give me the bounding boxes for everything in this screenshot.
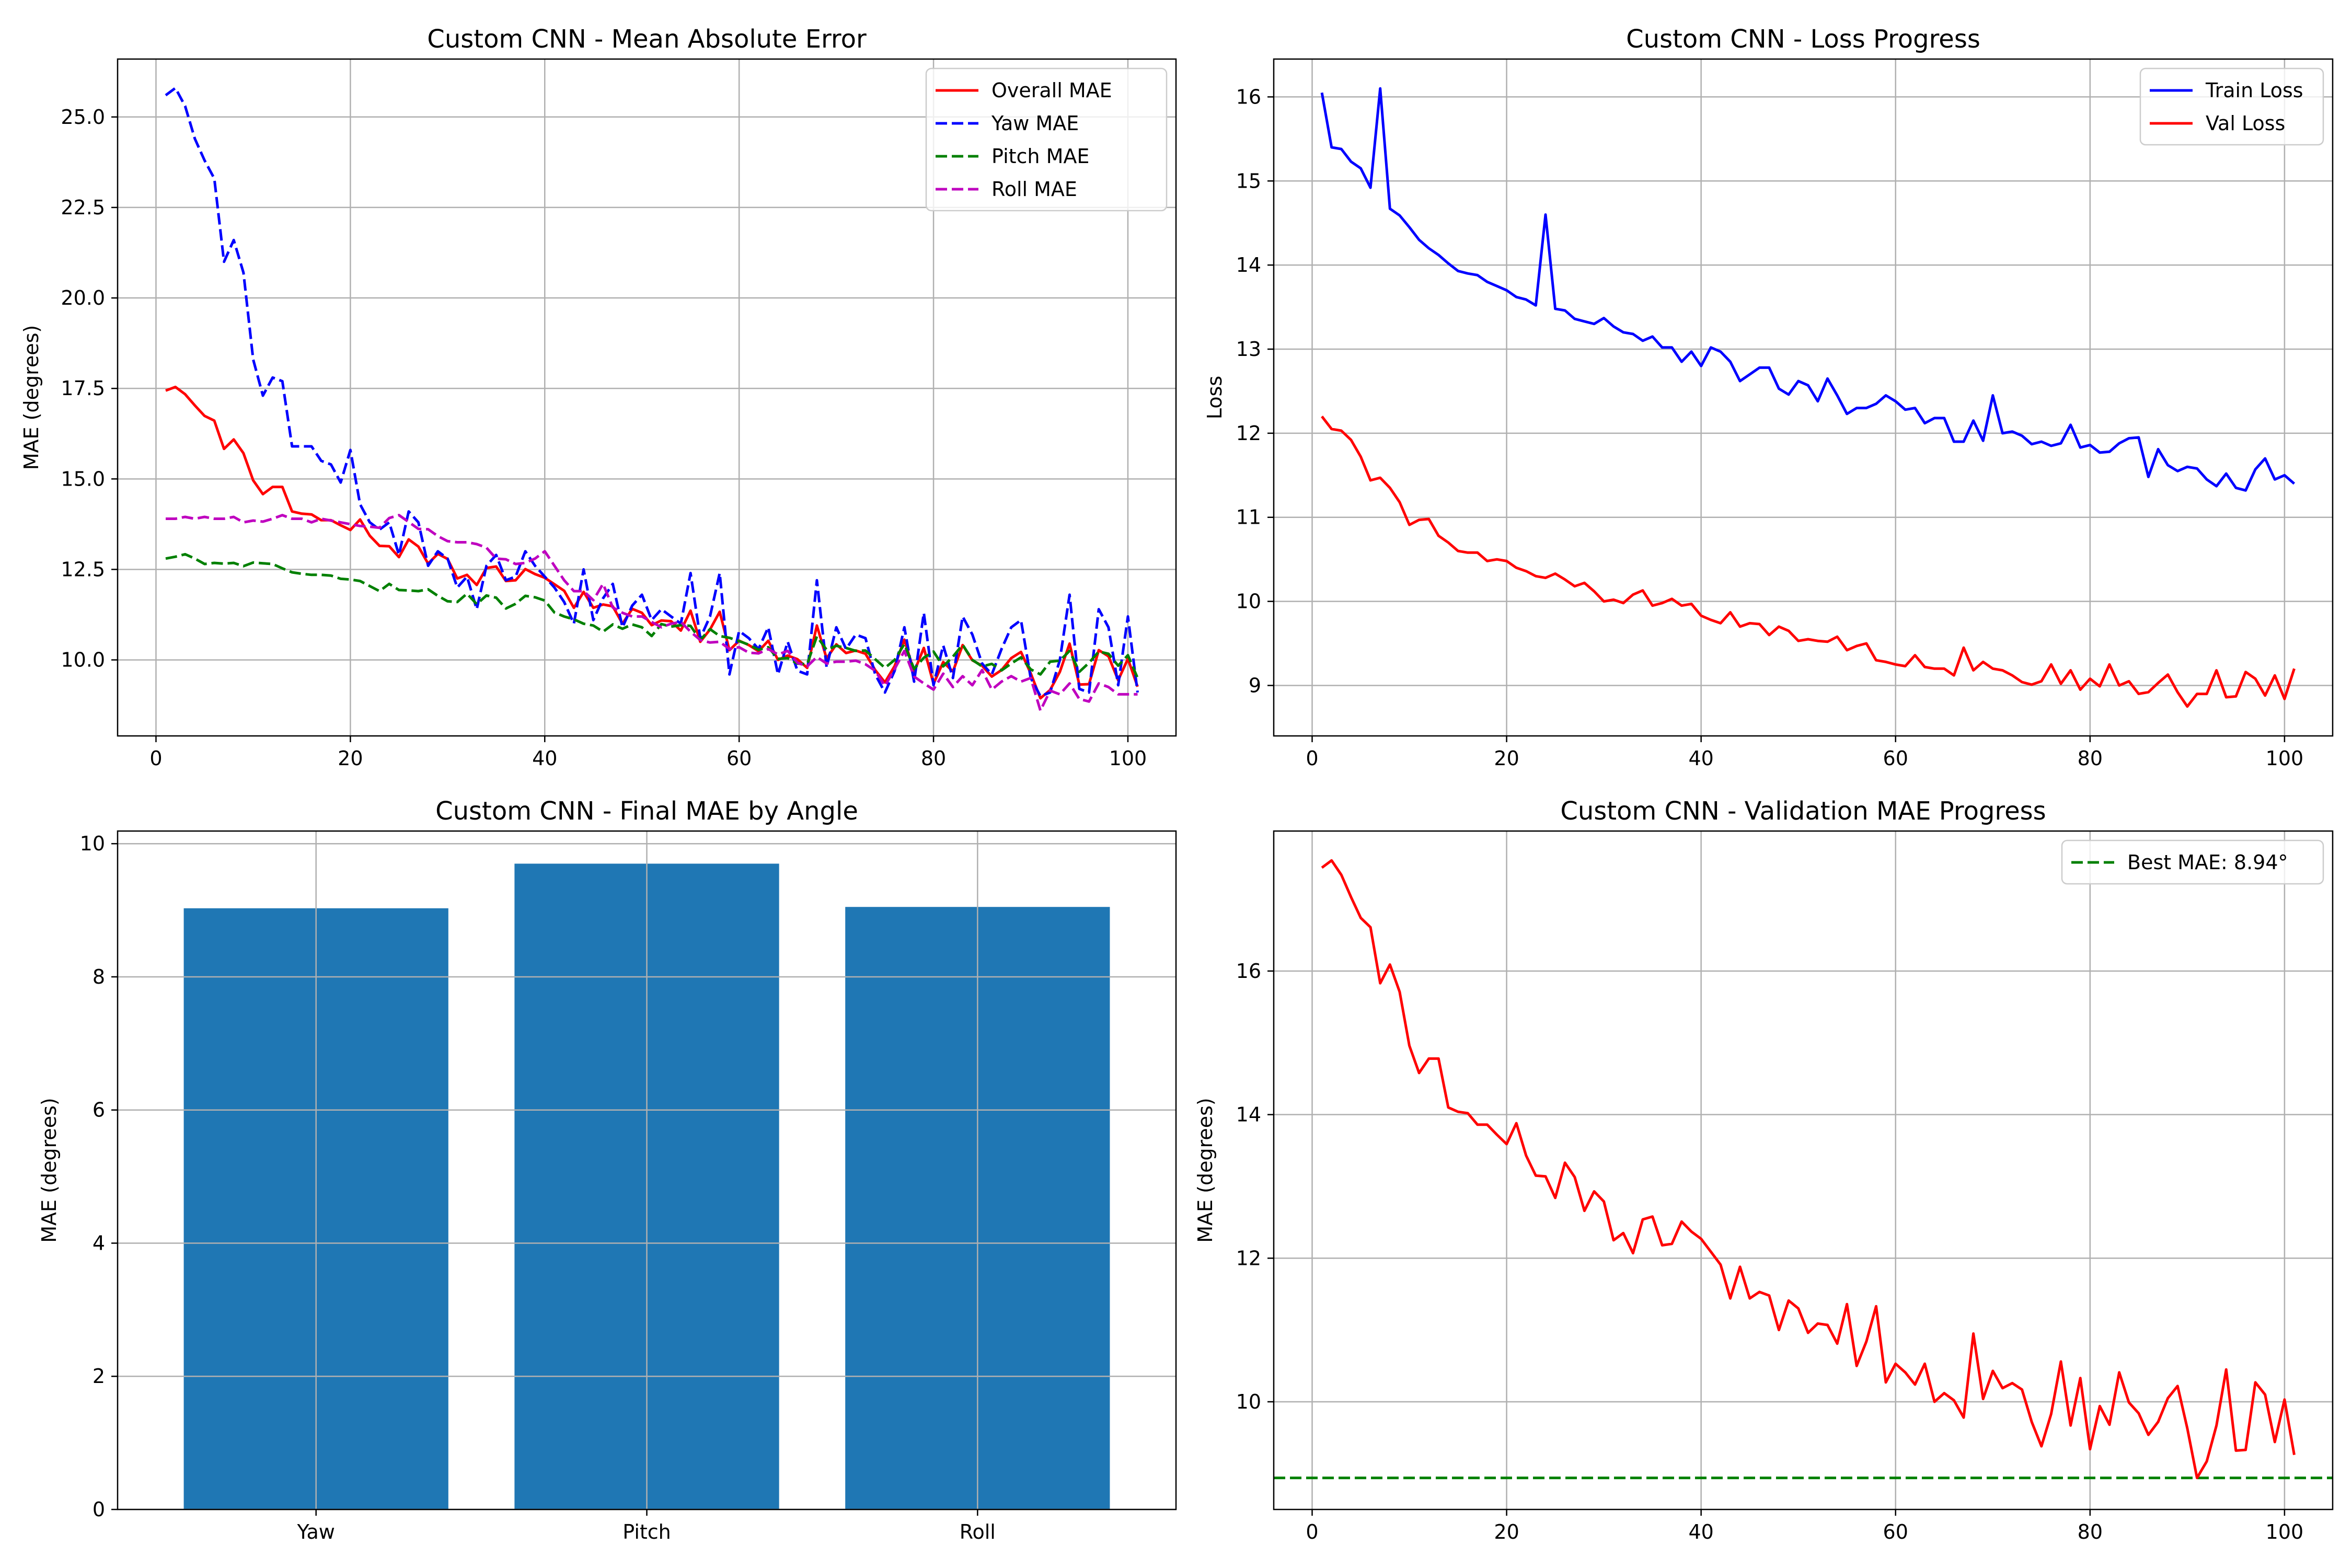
y-axis-label: MAE (degrees) xyxy=(38,1098,61,1243)
x-tick-label: 40 xyxy=(1688,747,1713,770)
axes-frame xyxy=(1273,830,2334,1511)
chart-panel-4: 0 20 40 60 80 100 10 12 14 16 Custom CNN - Validat… xyxy=(1194,797,2334,1543)
series-line-pitch-mae xyxy=(165,552,1139,679)
chart-panel-3: Yaw Pitch Roll 0 2 4 6 8 10 Custom CNN - Final MA… xyxy=(38,797,1177,1543)
series-line-roll-mae xyxy=(166,514,1138,712)
legend-label: Best MAE: 8.94° xyxy=(2127,851,2288,874)
y-tick-label: 17.5 xyxy=(61,377,105,400)
chart-title: Custom CNN - Mean Absolute Error xyxy=(427,25,867,54)
y-tick-label: 2 xyxy=(93,1365,105,1388)
y-tick-label: 4 xyxy=(93,1231,105,1254)
chart-title: Custom CNN - Loss Progress xyxy=(1626,25,1980,54)
x-tick-label: 0 xyxy=(1306,1520,1318,1543)
legend-label: Roll MAE xyxy=(991,178,1077,201)
y-axis-label: Loss xyxy=(1203,376,1226,419)
x-tick-label: 0 xyxy=(1306,747,1318,770)
x-tick-label: 60 xyxy=(1883,1520,1908,1543)
legend-label: Val Loss xyxy=(2206,112,2285,135)
y-tick-label: 15 xyxy=(1236,169,1261,192)
x-tick-label: 100 xyxy=(2266,1520,2304,1543)
x-tick-label: 40 xyxy=(532,747,557,770)
x-tick-label: 100 xyxy=(2266,747,2304,770)
y-tick-label: 13 xyxy=(1236,338,1261,361)
y-tick-label: 10 xyxy=(1236,590,1261,613)
x-tick-label: 40 xyxy=(1688,1520,1713,1543)
chart-title: Custom CNN - Final MAE by Angle xyxy=(435,797,858,826)
y-tick-label: 11 xyxy=(1236,506,1261,529)
x-tick-label: 80 xyxy=(2078,747,2103,770)
chart-panel-2: 0 20 40 60 80 100 9 10 11 12 13 14 15 16 Custom CNN - … xyxy=(1203,25,2334,770)
axes-frame xyxy=(117,58,1177,737)
y-tick-label: 12.5 xyxy=(61,558,105,581)
y-tick-label: 12 xyxy=(1236,1247,1261,1270)
legend-box xyxy=(2061,839,2324,885)
x-tick-label: 80 xyxy=(2078,1520,2103,1543)
legend-label: Pitch MAE xyxy=(991,145,1089,168)
y-tick-label: 16 xyxy=(1236,960,1261,983)
x-tick-label: 60 xyxy=(1883,747,1908,770)
y-tick-label: 10 xyxy=(80,832,105,855)
x-tick-label: 80 xyxy=(921,747,946,770)
x-tick-label: 100 xyxy=(1109,747,1147,770)
y-tick-label: 8 xyxy=(93,965,105,988)
y-tick-label: 12 xyxy=(1236,422,1261,445)
chart-title: Custom CNN - Validation MAE Progress xyxy=(1560,797,2046,826)
y-tick-label: 14 xyxy=(1236,253,1261,276)
y-tick-label: 9 xyxy=(1249,674,1261,697)
x-tick-label: Roll xyxy=(960,1520,996,1543)
x-tick-label: 20 xyxy=(1494,747,1519,770)
legend-label: Overall MAE xyxy=(991,79,1112,102)
y-tick-label: 22.5 xyxy=(61,196,105,219)
legend-label: Train Loss xyxy=(2205,79,2303,102)
x-tick-label: 20 xyxy=(338,747,363,770)
series-line-val-loss xyxy=(1321,416,2296,708)
series-line-train-loss xyxy=(1320,87,2296,492)
y-tick-label: 14 xyxy=(1236,1103,1261,1126)
y-tick-label: 6 xyxy=(93,1099,105,1122)
legend-box xyxy=(2139,67,2324,146)
x-tick-label: Pitch xyxy=(622,1520,671,1543)
x-tick-label: 20 xyxy=(1494,1520,1519,1543)
y-tick-label: 25.0 xyxy=(61,106,105,129)
legend-box xyxy=(925,67,1168,212)
chart-panel-1: 0 20 40 60 80 100 10.0 12.5 15.0 17.5 20.0 22.5 25.0… xyxy=(20,25,1177,770)
y-tick-label: 0 xyxy=(93,1498,105,1521)
x-tick-label: Yaw xyxy=(297,1520,335,1543)
y-tick-label: 10.0 xyxy=(61,649,105,672)
axes-frame xyxy=(1273,58,2334,737)
series-line-overall-mae xyxy=(165,385,1139,700)
x-tick-label: 60 xyxy=(727,747,752,770)
y-tick-label: 10 xyxy=(1236,1390,1261,1413)
legend-label: Yaw MAE xyxy=(991,112,1079,135)
y-tick-label: 16 xyxy=(1236,85,1261,108)
x-tick-label: 0 xyxy=(149,747,162,770)
y-tick-label: 15.0 xyxy=(61,467,105,490)
y-axis-label: MAE (degrees) xyxy=(1194,1098,1217,1243)
y-axis-label: MAE (degrees) xyxy=(20,325,43,470)
series-line-validation-mae xyxy=(1321,859,2296,1480)
y-tick-label: 20.0 xyxy=(61,286,105,309)
